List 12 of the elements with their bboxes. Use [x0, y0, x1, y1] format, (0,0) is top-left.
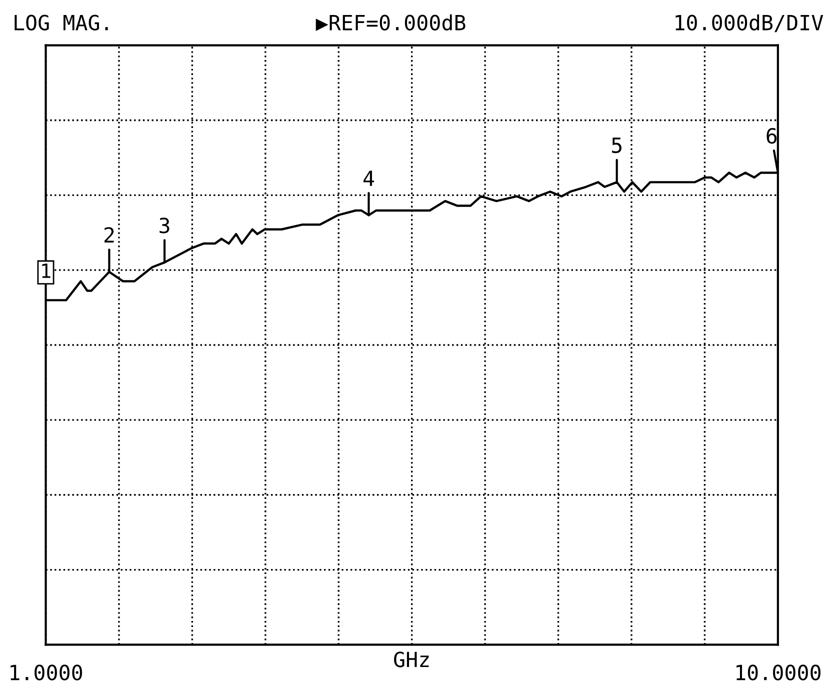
annotation: 4 [363, 170, 374, 186]
annotation: 5 [612, 138, 622, 154]
text: ▶REF=0.000dB [316, 14, 466, 31]
annotation: 3 [160, 218, 170, 234]
annotation: 2 [104, 227, 114, 243]
annotation: 1 [42, 264, 50, 278]
chart-title: LOG MAG. [14, 14, 108, 30]
x-tick-label: 1.0000 [10, 664, 82, 680]
x-axis-title: GHz [394, 652, 429, 668]
x-tick-label: 10.0000 [736, 664, 820, 680]
text: 10.000dB/DIV [676, 14, 824, 32]
annotation: 6 [766, 128, 777, 144]
